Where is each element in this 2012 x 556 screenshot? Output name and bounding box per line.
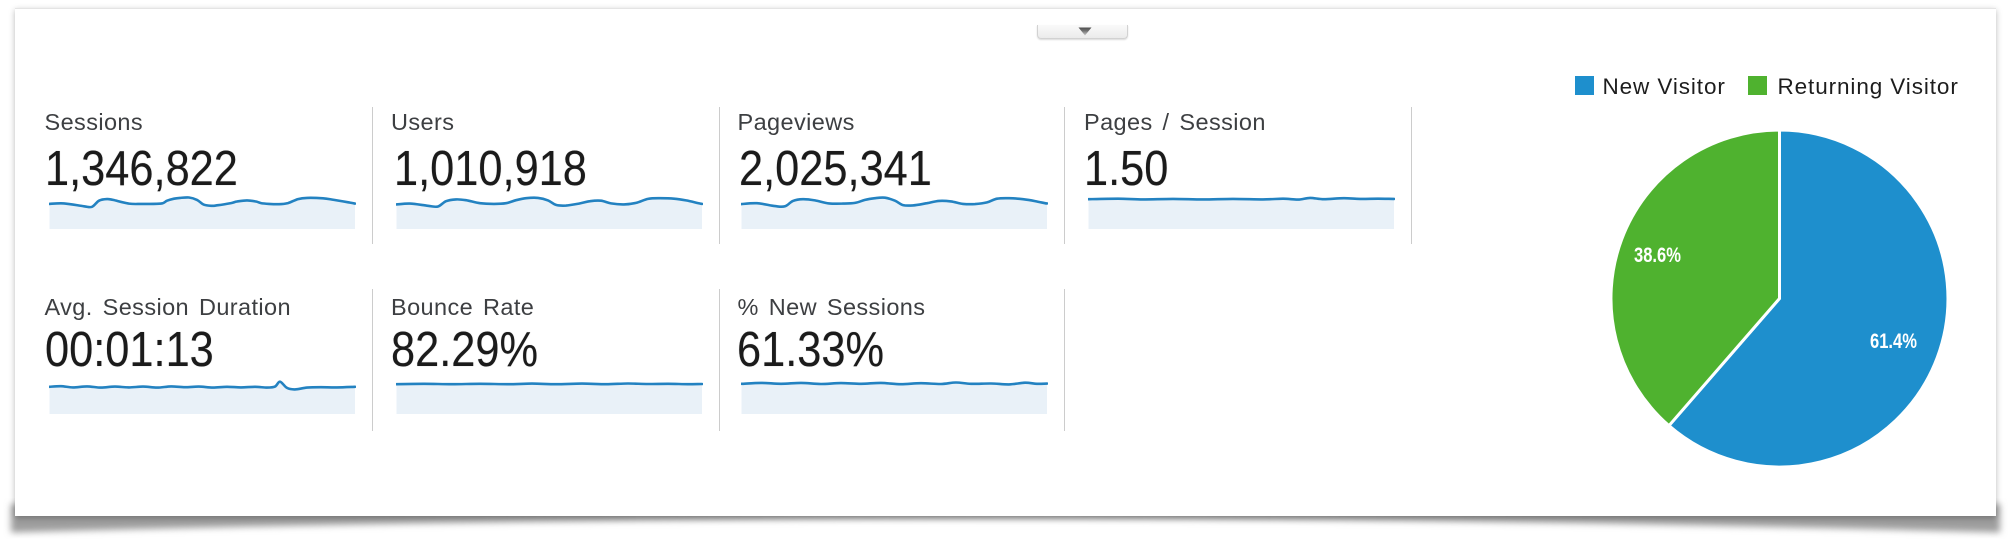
svg-text:38.6%: 38.6% bbox=[1634, 244, 1681, 267]
svg-text:61.4%: 61.4% bbox=[1870, 330, 1917, 353]
